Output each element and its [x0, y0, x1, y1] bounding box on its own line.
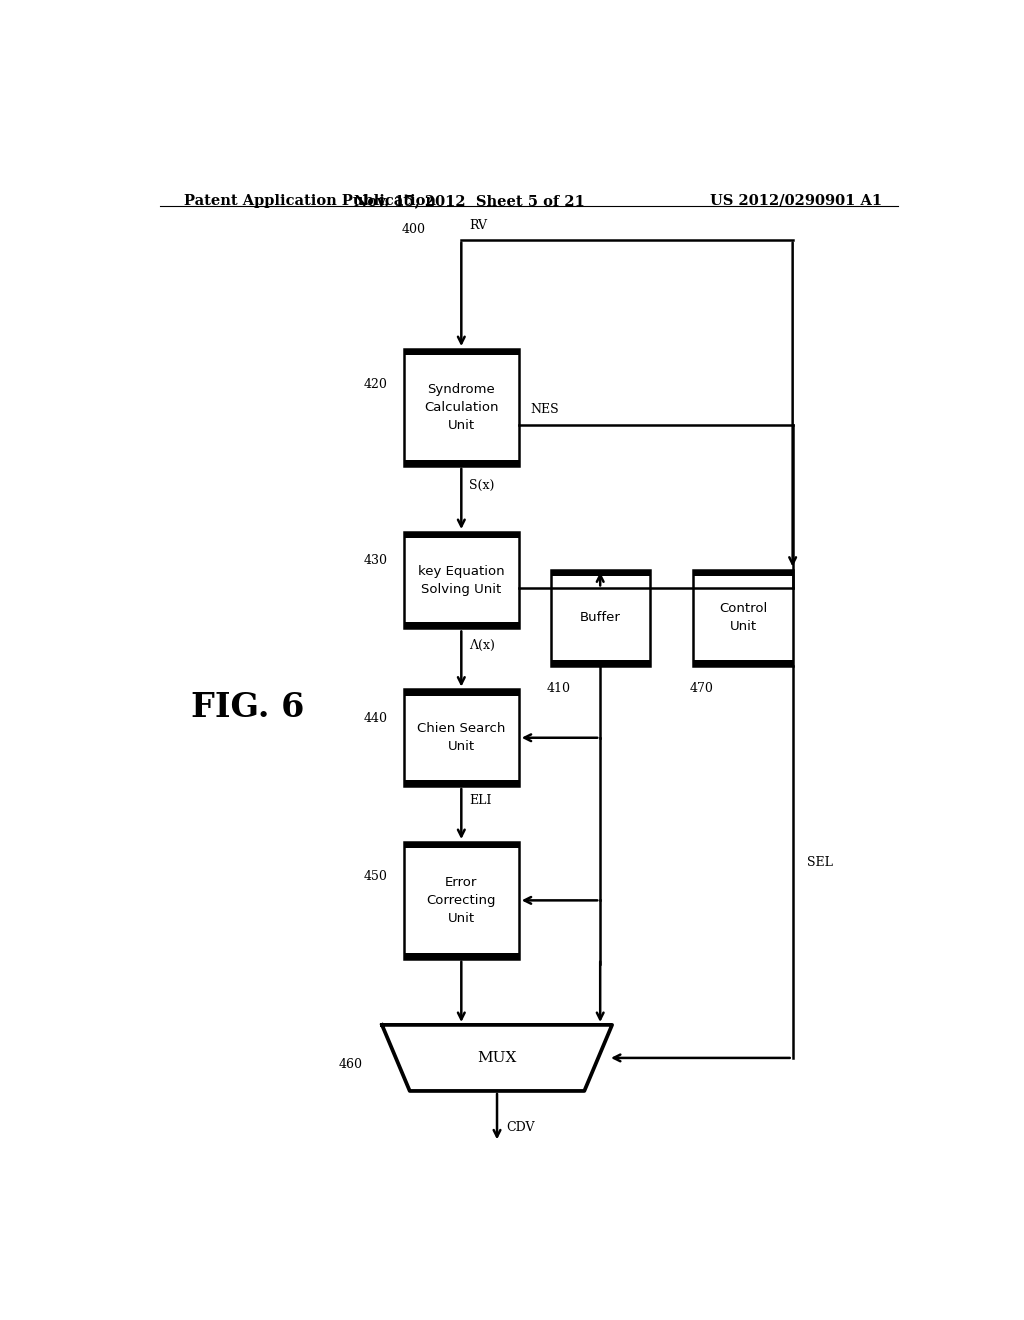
Text: Error
Correcting
Unit: Error Correcting Unit [427, 876, 496, 925]
Bar [403, 348, 519, 466]
Text: 440: 440 [365, 711, 388, 725]
Text: S(x): S(x) [469, 479, 495, 492]
Text: RV: RV [469, 219, 487, 231]
Bar [403, 532, 519, 539]
Text: 400: 400 [401, 223, 426, 236]
Text: CDV: CDV [507, 1121, 536, 1134]
Text: NES: NES [530, 403, 559, 416]
Text: Syndrome
Calculation
Unit: Syndrome Calculation Unit [424, 383, 499, 432]
Bar [693, 569, 793, 667]
Text: SEL: SEL [807, 855, 833, 869]
Text: Patent Application Publication: Patent Application Publication [183, 194, 435, 209]
Text: key Equation
Solving Unit: key Equation Solving Unit [418, 565, 505, 595]
Bar [551, 569, 650, 576]
Bar [403, 842, 519, 847]
Bar [551, 569, 650, 667]
Bar [403, 623, 519, 628]
Text: Control
Unit: Control Unit [719, 602, 767, 634]
Text: 430: 430 [365, 554, 388, 568]
Text: Λ(x): Λ(x) [469, 639, 496, 652]
Text: 420: 420 [365, 378, 388, 391]
Text: MUX: MUX [477, 1051, 517, 1065]
Text: FIG. 6: FIG. 6 [191, 690, 305, 723]
Bar [403, 842, 519, 958]
Bar [403, 689, 519, 785]
Text: 450: 450 [365, 870, 388, 883]
Text: ELI: ELI [469, 793, 492, 807]
Text: 470: 470 [689, 682, 714, 694]
Bar [403, 780, 519, 785]
Text: US 2012/0290901 A1: US 2012/0290901 A1 [710, 194, 882, 209]
Bar [403, 532, 519, 628]
Text: 460: 460 [338, 1059, 362, 1071]
Bar [551, 660, 650, 667]
Bar [403, 459, 519, 466]
Bar [693, 660, 793, 667]
Bar [403, 953, 519, 958]
Bar [403, 689, 519, 696]
Bar [403, 348, 519, 355]
Text: 410: 410 [547, 682, 570, 694]
Text: Nov. 15, 2012  Sheet 5 of 21: Nov. 15, 2012 Sheet 5 of 21 [354, 194, 585, 209]
Text: Buffer: Buffer [580, 611, 621, 624]
Bar [693, 569, 793, 576]
Text: Chien Search
Unit: Chien Search Unit [417, 722, 506, 754]
